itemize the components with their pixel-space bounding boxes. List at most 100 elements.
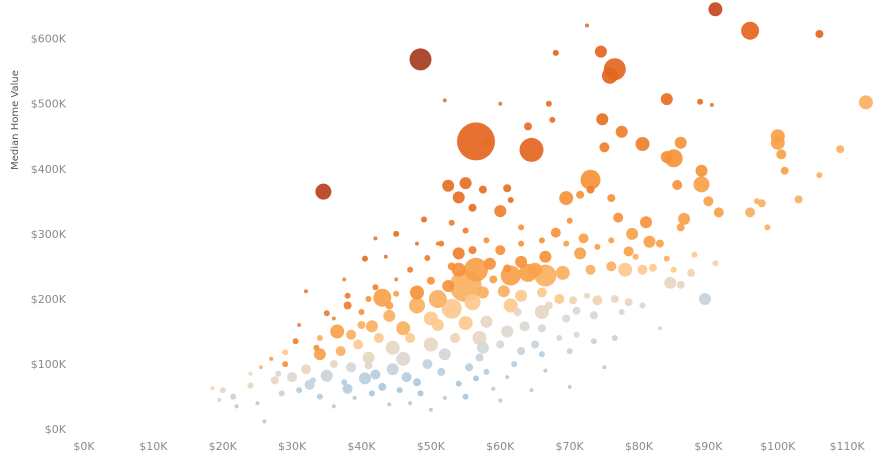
y-tick-label: $100K	[31, 358, 67, 371]
data-point	[538, 237, 545, 244]
data-point	[421, 216, 427, 223]
y-tick-label: $0K	[45, 423, 67, 436]
data-point	[549, 116, 556, 123]
data-point	[344, 292, 351, 299]
data-point	[544, 301, 553, 310]
y-tick-label: $200K	[31, 293, 67, 306]
data-point	[301, 364, 311, 375]
data-point	[491, 386, 496, 391]
data-point	[712, 260, 719, 267]
data-point	[304, 289, 308, 294]
data-point	[230, 393, 237, 400]
data-point	[569, 296, 578, 305]
data-point	[323, 310, 330, 317]
data-point	[386, 363, 399, 376]
data-point	[394, 277, 399, 282]
data-point	[572, 306, 581, 315]
data-point	[554, 294, 565, 304]
data-point	[584, 292, 590, 299]
data-point	[663, 255, 670, 262]
data-point	[858, 95, 873, 110]
data-point	[580, 169, 601, 190]
data-point	[596, 113, 609, 126]
data-point	[594, 243, 601, 250]
data-point	[313, 344, 320, 351]
data-point	[615, 125, 628, 138]
data-point	[657, 326, 662, 331]
data-point	[607, 194, 616, 203]
data-point	[534, 305, 549, 319]
data-point	[678, 212, 691, 225]
data-point	[476, 341, 489, 354]
data-point	[503, 184, 512, 193]
data-point	[816, 172, 823, 179]
data-point	[635, 137, 650, 151]
data-point	[365, 320, 378, 333]
data-point	[643, 235, 656, 248]
data-point	[519, 321, 530, 332]
data-point	[660, 151, 673, 163]
data-point	[385, 301, 394, 310]
data-point	[754, 198, 760, 205]
data-point	[693, 176, 710, 193]
data-point	[610, 295, 619, 303]
data-point	[592, 295, 603, 306]
data-point	[396, 321, 411, 336]
data-point	[409, 297, 425, 314]
data-point	[672, 180, 683, 190]
data-point	[362, 255, 368, 262]
data-point	[536, 287, 547, 298]
data-point	[417, 390, 424, 397]
data-point	[815, 30, 824, 38]
data-point	[275, 370, 282, 377]
data-point	[472, 331, 487, 345]
data-point	[219, 387, 226, 394]
data-point	[836, 145, 845, 154]
data-point	[431, 319, 444, 331]
data-point	[396, 351, 411, 366]
data-point	[457, 122, 495, 161]
data-point	[708, 2, 723, 17]
data-point	[442, 98, 447, 103]
data-point	[331, 404, 336, 409]
data-point	[247, 382, 254, 389]
data-point	[602, 365, 607, 370]
data-point	[359, 372, 371, 385]
x-tick-label: $70K	[556, 440, 585, 453]
data-point	[676, 223, 685, 232]
data-point	[599, 142, 610, 153]
x-tick-label: $30K	[278, 440, 307, 453]
data-point	[409, 48, 432, 71]
data-point	[528, 262, 542, 277]
data-point	[258, 365, 263, 370]
y-tick-label: $300K	[31, 228, 67, 241]
data-point	[764, 224, 771, 231]
data-point	[385, 340, 400, 355]
data-point	[515, 255, 528, 268]
data-point	[529, 388, 534, 393]
data-point	[482, 138, 491, 147]
data-point	[441, 298, 462, 319]
x-tick-label: $90K	[694, 440, 723, 453]
data-point	[770, 135, 785, 150]
data-point	[566, 348, 573, 355]
x-tick-label: $100K	[760, 440, 796, 453]
data-point	[410, 285, 424, 300]
data-point	[316, 393, 323, 400]
x-tick-label: $80K	[625, 440, 654, 453]
data-point	[573, 331, 580, 338]
data-point	[282, 361, 289, 368]
data-point	[594, 45, 607, 58]
data-point	[741, 21, 760, 40]
x-tick-label: $110K	[830, 440, 866, 453]
data-point	[632, 253, 639, 260]
x-tick-label: $50K	[417, 440, 446, 453]
data-point	[562, 314, 571, 323]
x-axis-ticks: $0K $10K $20K $30K $40K $50K $60K $70K $80K $90K $…	[73, 440, 865, 453]
data-point	[383, 254, 388, 259]
y-axis-title: Median Home Value	[10, 70, 21, 170]
data-point	[373, 236, 378, 241]
data-point	[297, 323, 302, 327]
data-point	[357, 321, 366, 329]
data-point	[478, 185, 487, 194]
